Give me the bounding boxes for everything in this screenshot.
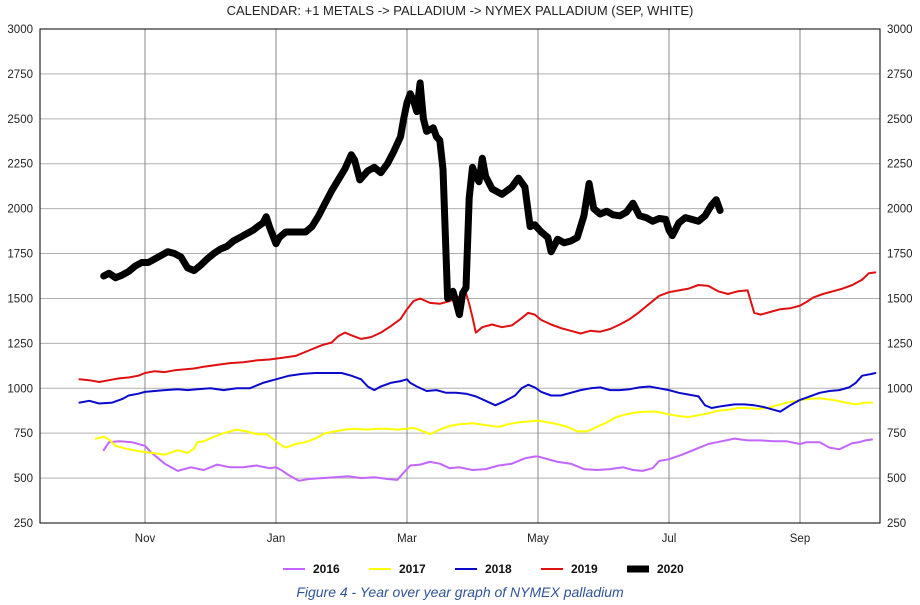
y-axis-right: 250 500 750 1000 1250 1500 1750 2000 2250 2500 275…: [887, 24, 913, 530]
y-tick-label-right: 1500: [887, 293, 913, 305]
plot-frame: [39, 28, 881, 524]
y-tick-label-right: 1000: [887, 383, 913, 395]
y-tick-label-left: 1000: [7, 383, 33, 395]
y-tick-label-right: 2000: [887, 204, 913, 216]
y-tick-label-left: 1750: [7, 249, 33, 261]
y-tick-label-right: 2500: [887, 114, 913, 126]
y-axis-left: 250 500 750 1000 1250 1500 1750 2000 2250 2500 275…: [7, 24, 33, 530]
series-line-2017: [94, 397, 873, 456]
y-tick-label-right: 250: [887, 518, 906, 530]
series-layer: [78, 79, 877, 482]
y-tick-label-right: 2250: [887, 159, 913, 171]
y-tick-label-left: 1500: [7, 293, 33, 305]
chart-title: CALENDAR: +1 METALS -> PALLADIUM -> NYME…: [226, 3, 694, 18]
legend-label-2019: 2019: [571, 562, 598, 576]
series-line-2018: [78, 372, 877, 413]
x-axis: Nov Jan Mar May Jul Sep: [135, 533, 810, 545]
x-tick-label: Jul: [662, 533, 677, 545]
y-tick-label-right: 500: [887, 473, 906, 485]
legend-label-2020: 2020: [657, 562, 684, 576]
x-tick-label: Jan: [267, 533, 286, 545]
y-tick-label-left: 1250: [7, 338, 33, 350]
legend: 2016 2017 2018 2019 2020: [283, 562, 684, 576]
x-tick-label: Mar: [397, 533, 417, 545]
y-tick-label-left: 2750: [7, 69, 33, 81]
x-tick-label: May: [527, 533, 549, 545]
y-tick-label-right: 2750: [887, 69, 913, 81]
series-line-2019: [78, 271, 877, 383]
y-tick-label-right: 1750: [887, 249, 913, 261]
legend-label-2016: 2016: [313, 562, 340, 576]
series-line-2016: [102, 437, 873, 482]
series-line-2020: [100, 79, 724, 319]
y-tick-label-left: 2500: [7, 114, 33, 126]
x-tick-label: Sep: [790, 533, 810, 545]
y-tick-label-left: 3000: [7, 24, 33, 36]
y-tick-label-left: 2250: [7, 159, 33, 171]
y-tick-label-left: 2000: [7, 204, 33, 216]
figure-caption: Figure 4 - Year over year graph of NYMEX…: [296, 584, 624, 600]
y-tick-label-right: 3000: [887, 24, 913, 36]
legend-label-2018: 2018: [485, 562, 512, 576]
legend-label-2017: 2017: [399, 562, 426, 576]
y-tick-label-left: 500: [14, 473, 33, 485]
grid-layer: [40, 28, 880, 524]
y-tick-label-right: 1250: [887, 338, 913, 350]
x-tick-label: Nov: [135, 533, 156, 545]
y-tick-label-right: 750: [887, 428, 906, 440]
y-tick-label-left: 250: [14, 518, 33, 530]
y-tick-label-left: 750: [14, 428, 33, 440]
